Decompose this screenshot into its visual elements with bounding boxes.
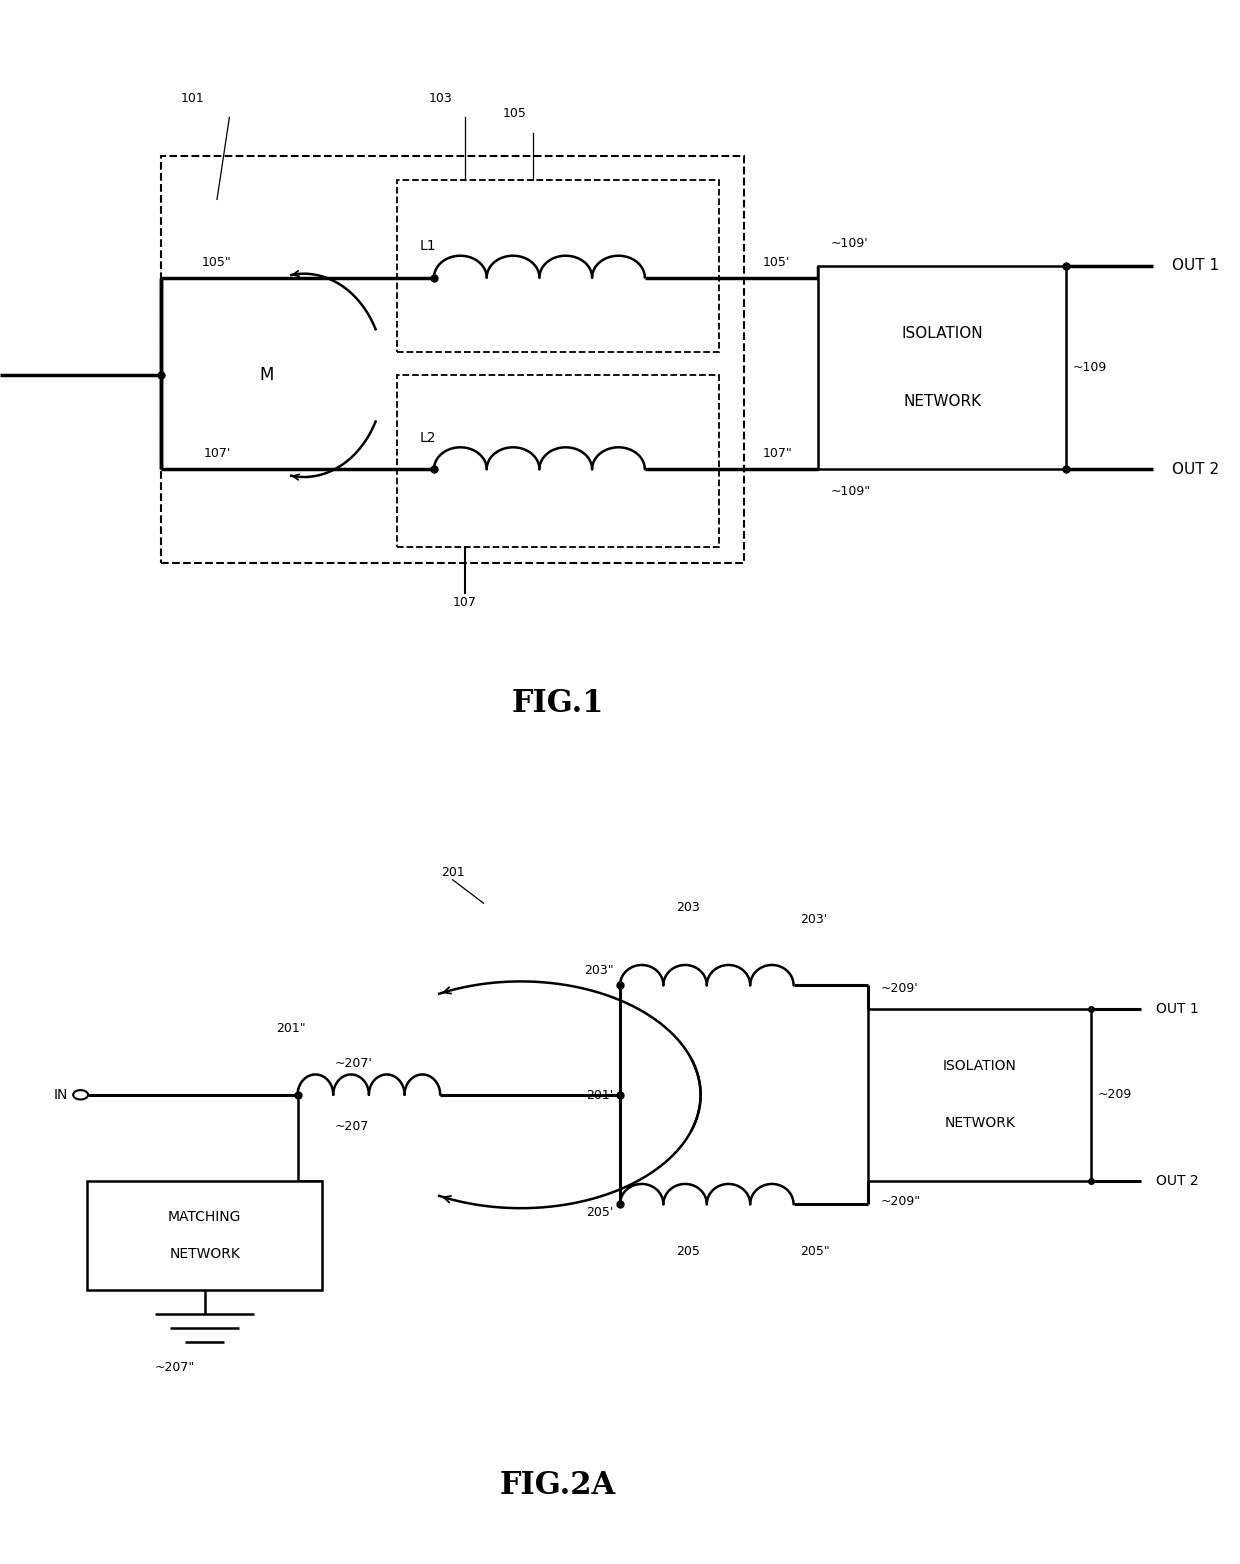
Text: 201: 201 — [440, 866, 465, 879]
Text: 105': 105' — [763, 256, 790, 269]
Text: 205: 205 — [676, 1245, 701, 1257]
Text: 201": 201" — [277, 1023, 306, 1035]
Text: L1: L1 — [419, 239, 436, 253]
Text: ~209": ~209" — [880, 1195, 920, 1207]
Text: FIG.1: FIG.1 — [512, 688, 604, 719]
Text: 203': 203' — [800, 913, 827, 926]
Text: ISOLATION: ISOLATION — [942, 1059, 1017, 1073]
Text: NETWORK: NETWORK — [903, 394, 982, 408]
Text: FIG.2A: FIG.2A — [500, 1470, 616, 1501]
Text: ~207: ~207 — [335, 1120, 370, 1132]
Text: 203": 203" — [584, 963, 614, 976]
Text: 105": 105" — [202, 256, 232, 269]
Text: ~209': ~209' — [880, 982, 918, 995]
Text: OUT 1: OUT 1 — [1156, 1003, 1198, 1015]
Text: ~109': ~109' — [831, 238, 868, 250]
Text: 201': 201' — [587, 1089, 614, 1101]
Bar — [818, 266, 1066, 469]
Text: NETWORK: NETWORK — [944, 1117, 1016, 1131]
Text: OUT 2: OUT 2 — [1156, 1175, 1198, 1187]
Bar — [397, 180, 719, 352]
Text: OUT 2: OUT 2 — [1172, 461, 1219, 477]
Text: ~109: ~109 — [1073, 361, 1107, 374]
Text: ISOLATION: ISOLATION — [901, 327, 983, 341]
Text: OUT 1: OUT 1 — [1172, 258, 1219, 274]
Bar — [397, 375, 719, 547]
Bar — [161, 156, 744, 563]
Text: M: M — [259, 366, 274, 385]
Bar — [87, 1181, 322, 1290]
Text: 101: 101 — [180, 92, 205, 105]
Text: ~207": ~207" — [155, 1361, 195, 1373]
Text: 107': 107' — [203, 447, 231, 460]
Bar — [868, 1009, 1091, 1181]
Text: ~207': ~207' — [335, 1057, 373, 1070]
Text: 205": 205" — [800, 1245, 830, 1257]
Text: 205': 205' — [587, 1206, 614, 1218]
Text: 103: 103 — [428, 92, 453, 105]
Text: NETWORK: NETWORK — [169, 1247, 241, 1261]
Text: 107: 107 — [453, 596, 477, 608]
Text: 203: 203 — [676, 901, 701, 913]
Text: L2: L2 — [419, 432, 436, 444]
Text: ~209: ~209 — [1097, 1089, 1132, 1101]
Text: MATCHING: MATCHING — [167, 1211, 242, 1225]
Text: ~109": ~109" — [831, 485, 870, 497]
Text: IN: IN — [53, 1089, 68, 1101]
Text: 107": 107" — [763, 447, 792, 460]
Text: 105: 105 — [502, 108, 527, 120]
